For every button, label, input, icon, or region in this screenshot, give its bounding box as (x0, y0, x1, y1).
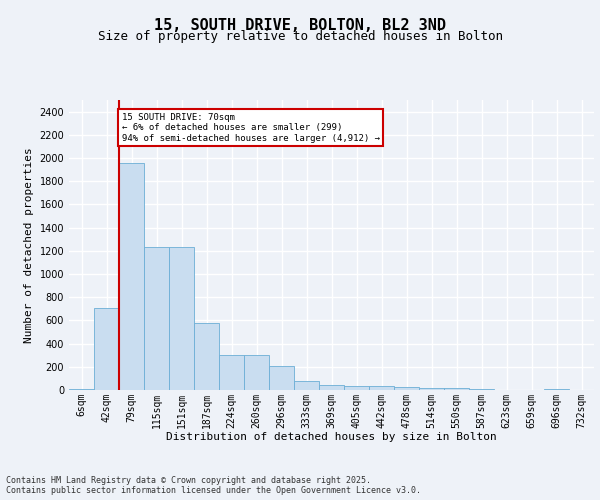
Bar (244, 354, 269, 390)
Bar (369, 386, 394, 390)
Bar (544, 389, 569, 390)
Bar (194, 324, 219, 390)
Bar (319, 385, 344, 390)
Bar (69, 389, 94, 390)
Bar (469, 389, 494, 390)
Bar (219, 354, 244, 390)
X-axis label: Distribution of detached houses by size in Bolton: Distribution of detached houses by size … (166, 432, 497, 442)
Bar (394, 386, 419, 390)
Bar (344, 386, 369, 390)
Text: Contains HM Land Registry data © Crown copyright and database right 2025.
Contai: Contains HM Land Registry data © Crown c… (6, 476, 421, 495)
Bar (419, 388, 444, 390)
Text: Size of property relative to detached houses in Bolton: Size of property relative to detached ho… (97, 30, 503, 43)
Y-axis label: Number of detached properties: Number of detached properties (24, 147, 34, 343)
Text: 15 SOUTH DRIVE: 70sqm
← 6% of detached houses are smaller (299)
94% of semi-deta: 15 SOUTH DRIVE: 70sqm ← 6% of detached h… (121, 113, 380, 142)
Text: 15, SOUTH DRIVE, BOLTON, BL2 3ND: 15, SOUTH DRIVE, BOLTON, BL2 3ND (154, 18, 446, 32)
Bar (119, 162, 144, 390)
Bar (269, 366, 294, 390)
Bar (94, 308, 119, 390)
Bar (169, 246, 194, 390)
Bar (294, 380, 319, 390)
Bar (144, 246, 169, 390)
Bar (444, 388, 469, 390)
